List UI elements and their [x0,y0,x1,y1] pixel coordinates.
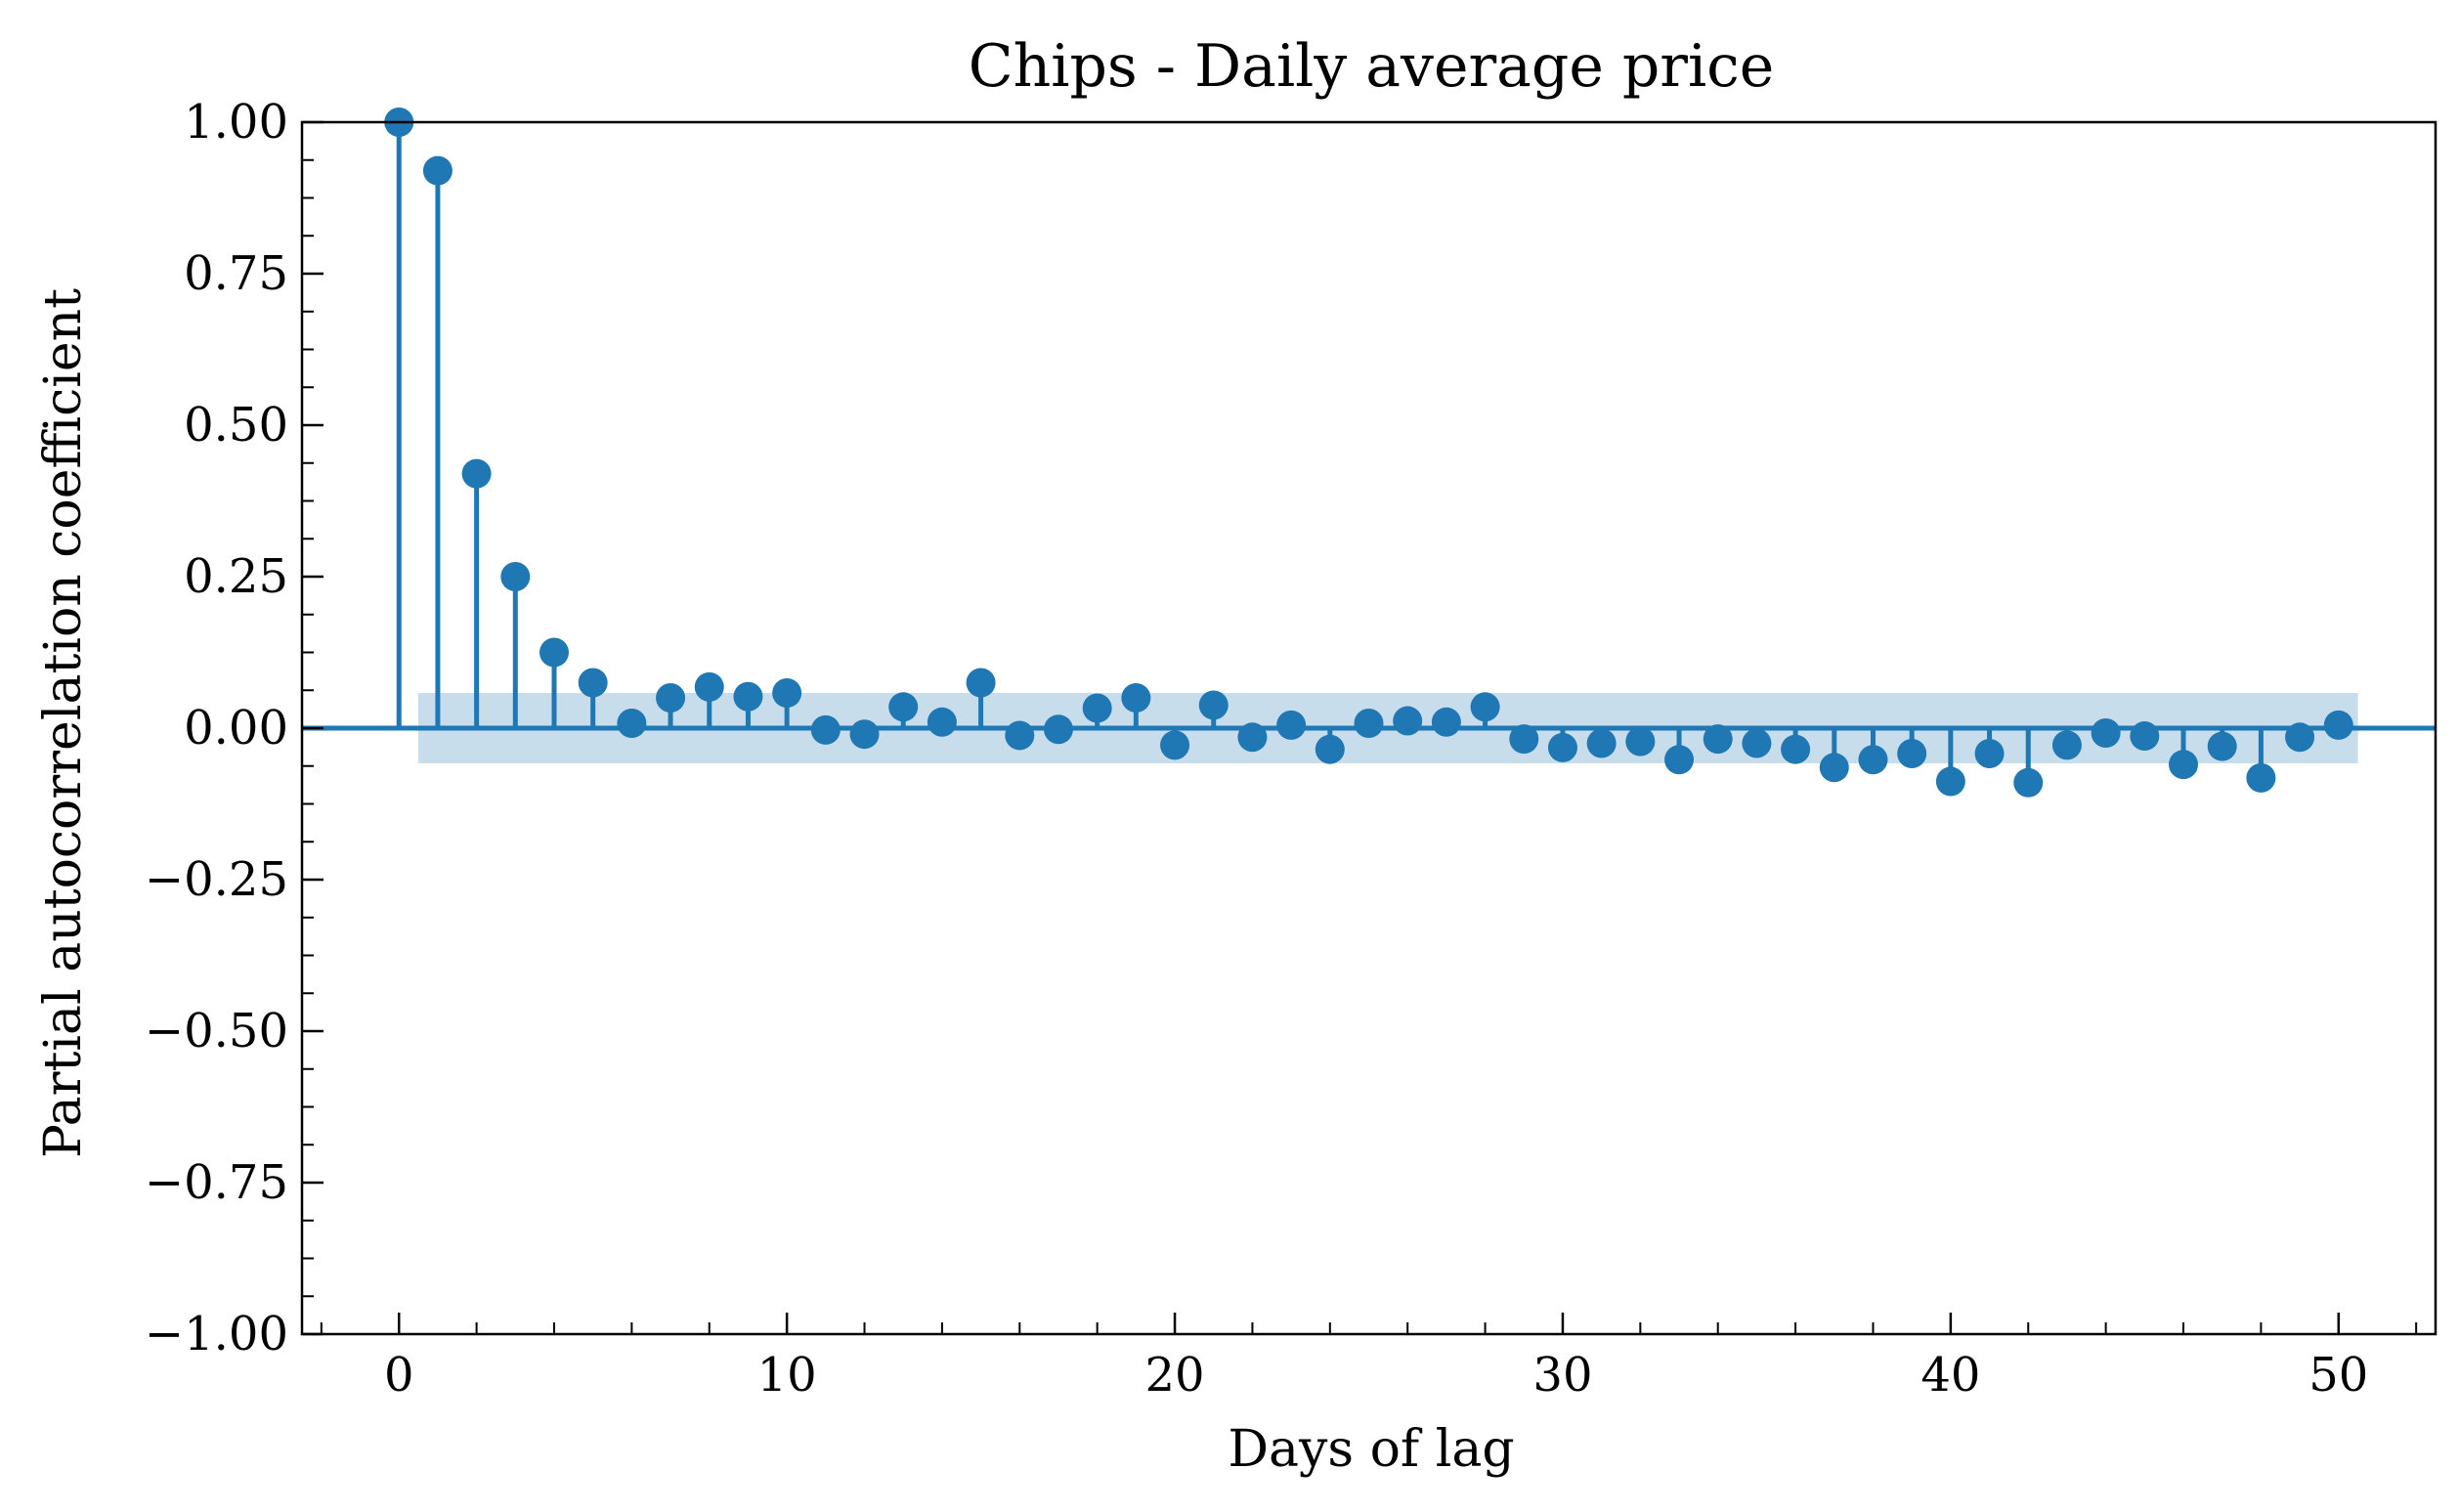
data-point [539,637,569,668]
data-point [461,458,492,489]
data-point [2207,731,2237,761]
y-tick-label: −1.00 [145,1307,288,1361]
data-point [578,668,608,698]
data-point [1703,724,1733,755]
data-point [1742,728,1772,758]
data-point [1393,706,1423,736]
data-point [1160,730,1190,760]
y-axis-label: Partial autocorrelation coefficient [34,288,93,1158]
data-point [1315,734,1345,764]
plot-frame [300,120,2437,1336]
data-point [2130,721,2160,752]
data-point [2013,767,2044,798]
data-point [422,155,453,186]
y-tick-label: −0.50 [145,1004,288,1058]
data-point [927,707,957,737]
data-point [617,709,647,739]
data-point [810,714,841,745]
data-point [2285,722,2315,753]
x-tick-label: 50 [2308,1348,2368,1403]
data-point [772,678,802,709]
plot-area: 1.00 0.75 0.50 0.25 0.00 −0.25 −0.50 −0.75 −1.00… [145,95,2437,1403]
data-point [1198,690,1229,720]
data-point [1043,714,1073,745]
data-point [656,683,686,713]
data-point [1470,692,1500,722]
data-point [1237,722,1268,753]
data-point [1897,739,1927,769]
data-point [1431,707,1461,737]
x-tick-label: 20 [1145,1348,1205,1403]
data-point [500,562,531,591]
y-tick-label: −0.75 [145,1155,288,1210]
x-tick-label: 0 [384,1348,414,1403]
data-point [1276,710,1307,740]
y-tick-label: 0.25 [184,549,288,604]
chart-title: Chips - Daily average price [969,32,1775,101]
data-point [1664,745,1695,775]
data-point [1005,720,1035,751]
data-point [1819,753,1849,783]
data-point [1082,693,1112,723]
x-axis-label: Days of lag [1228,1420,1514,1479]
y-tick-label: −0.25 [145,852,288,907]
y-tick-label: 0.75 [184,246,288,301]
data-point [1586,728,1617,758]
data-point [1974,739,2005,769]
x-tick-label: 30 [1532,1348,1592,1403]
data-point [733,681,763,712]
y-tick-label: 0.00 [184,701,288,756]
data-point [1509,724,1539,755]
data-point [1121,683,1151,713]
data-point [888,692,919,722]
data-point [1354,709,1384,739]
data-point [694,671,724,702]
data-point [1858,745,1888,775]
data-point [849,719,880,750]
x-tick-label: 40 [1920,1348,1980,1403]
data-point [2051,730,2082,760]
data-point [1625,726,1656,756]
x-tick-label: 10 [757,1348,817,1403]
data-point [1935,766,1965,797]
data-point [2246,762,2276,793]
y-tick-label: 0.50 [184,398,288,453]
y-tick-label: 1.00 [184,95,288,150]
data-point [2323,710,2353,740]
data-point [2169,750,2199,780]
data-point [966,668,996,698]
data-point [2091,717,2121,748]
data-point [1781,734,1811,764]
data-point [1547,732,1577,762]
